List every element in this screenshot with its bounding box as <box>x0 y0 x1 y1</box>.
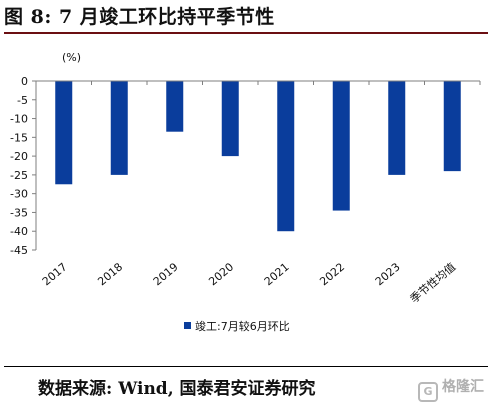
y-tick-label: -25 <box>10 169 28 182</box>
y-tick-label: -35 <box>10 206 28 219</box>
y-tick-label: -10 <box>10 113 28 126</box>
y-tick-label: -40 <box>10 225 28 238</box>
bar-2022 <box>332 81 350 211</box>
source-note: 数据来源: Wind, 国泰君安证券研究 <box>38 379 316 399</box>
bar-2023 <box>388 81 406 175</box>
source-divider <box>4 366 488 367</box>
y-tick-label: -20 <box>10 150 28 163</box>
legend: 竣工:7月较6月环比 <box>184 319 290 333</box>
legend-label: 竣工:7月较6月环比 <box>195 319 290 333</box>
bars <box>55 81 461 232</box>
x-tick-label: 2022 <box>317 260 347 288</box>
bar-2017 <box>55 81 73 185</box>
y-tick-label: 0 <box>21 75 28 88</box>
x-axis: 2017 2018 2019 2020 2021 2022 2023 季节性均值 <box>35 80 481 306</box>
x-tick-label: 2019 <box>151 260 181 288</box>
y-tick-label: -30 <box>10 188 28 201</box>
x-tick-label: 2021 <box>262 260 292 288</box>
x-tick-label: 季节性均值 <box>407 260 458 306</box>
title-divider <box>4 32 488 34</box>
bar-2019 <box>166 81 184 132</box>
watermark-logo-icon: G <box>418 382 438 402</box>
x-tick-label: 2018 <box>95 260 125 288</box>
x-tick-label: 2020 <box>206 260 236 288</box>
y-tick-label: -45 <box>10 244 28 257</box>
bar-chart: (%) 0 -5 -10 -15 -20 -25 -30 -35 -40 -45 2017 2018… <box>10 51 481 333</box>
y-tick-label: -15 <box>10 131 28 144</box>
watermark: G 格隆汇 <box>418 376 484 402</box>
legend-swatch <box>184 322 191 329</box>
bar-2021 <box>277 81 295 232</box>
watermark-text: 格隆汇 <box>442 379 484 395</box>
x-tick-label: 2023 <box>373 260 403 288</box>
y-axis: 0 -5 -10 -15 -20 -25 -30 -35 -40 -45 <box>10 75 37 257</box>
y-unit-label: (%) <box>62 51 81 64</box>
bar-季节性均值 <box>443 81 461 172</box>
figure-title: 图 8: 7 月竣工环比持平季节性 <box>4 6 275 28</box>
bar-2020 <box>221 81 239 157</box>
x-tick-label: 2017 <box>40 260 70 288</box>
bar-2018 <box>110 81 128 175</box>
y-tick-label: -5 <box>17 94 28 107</box>
